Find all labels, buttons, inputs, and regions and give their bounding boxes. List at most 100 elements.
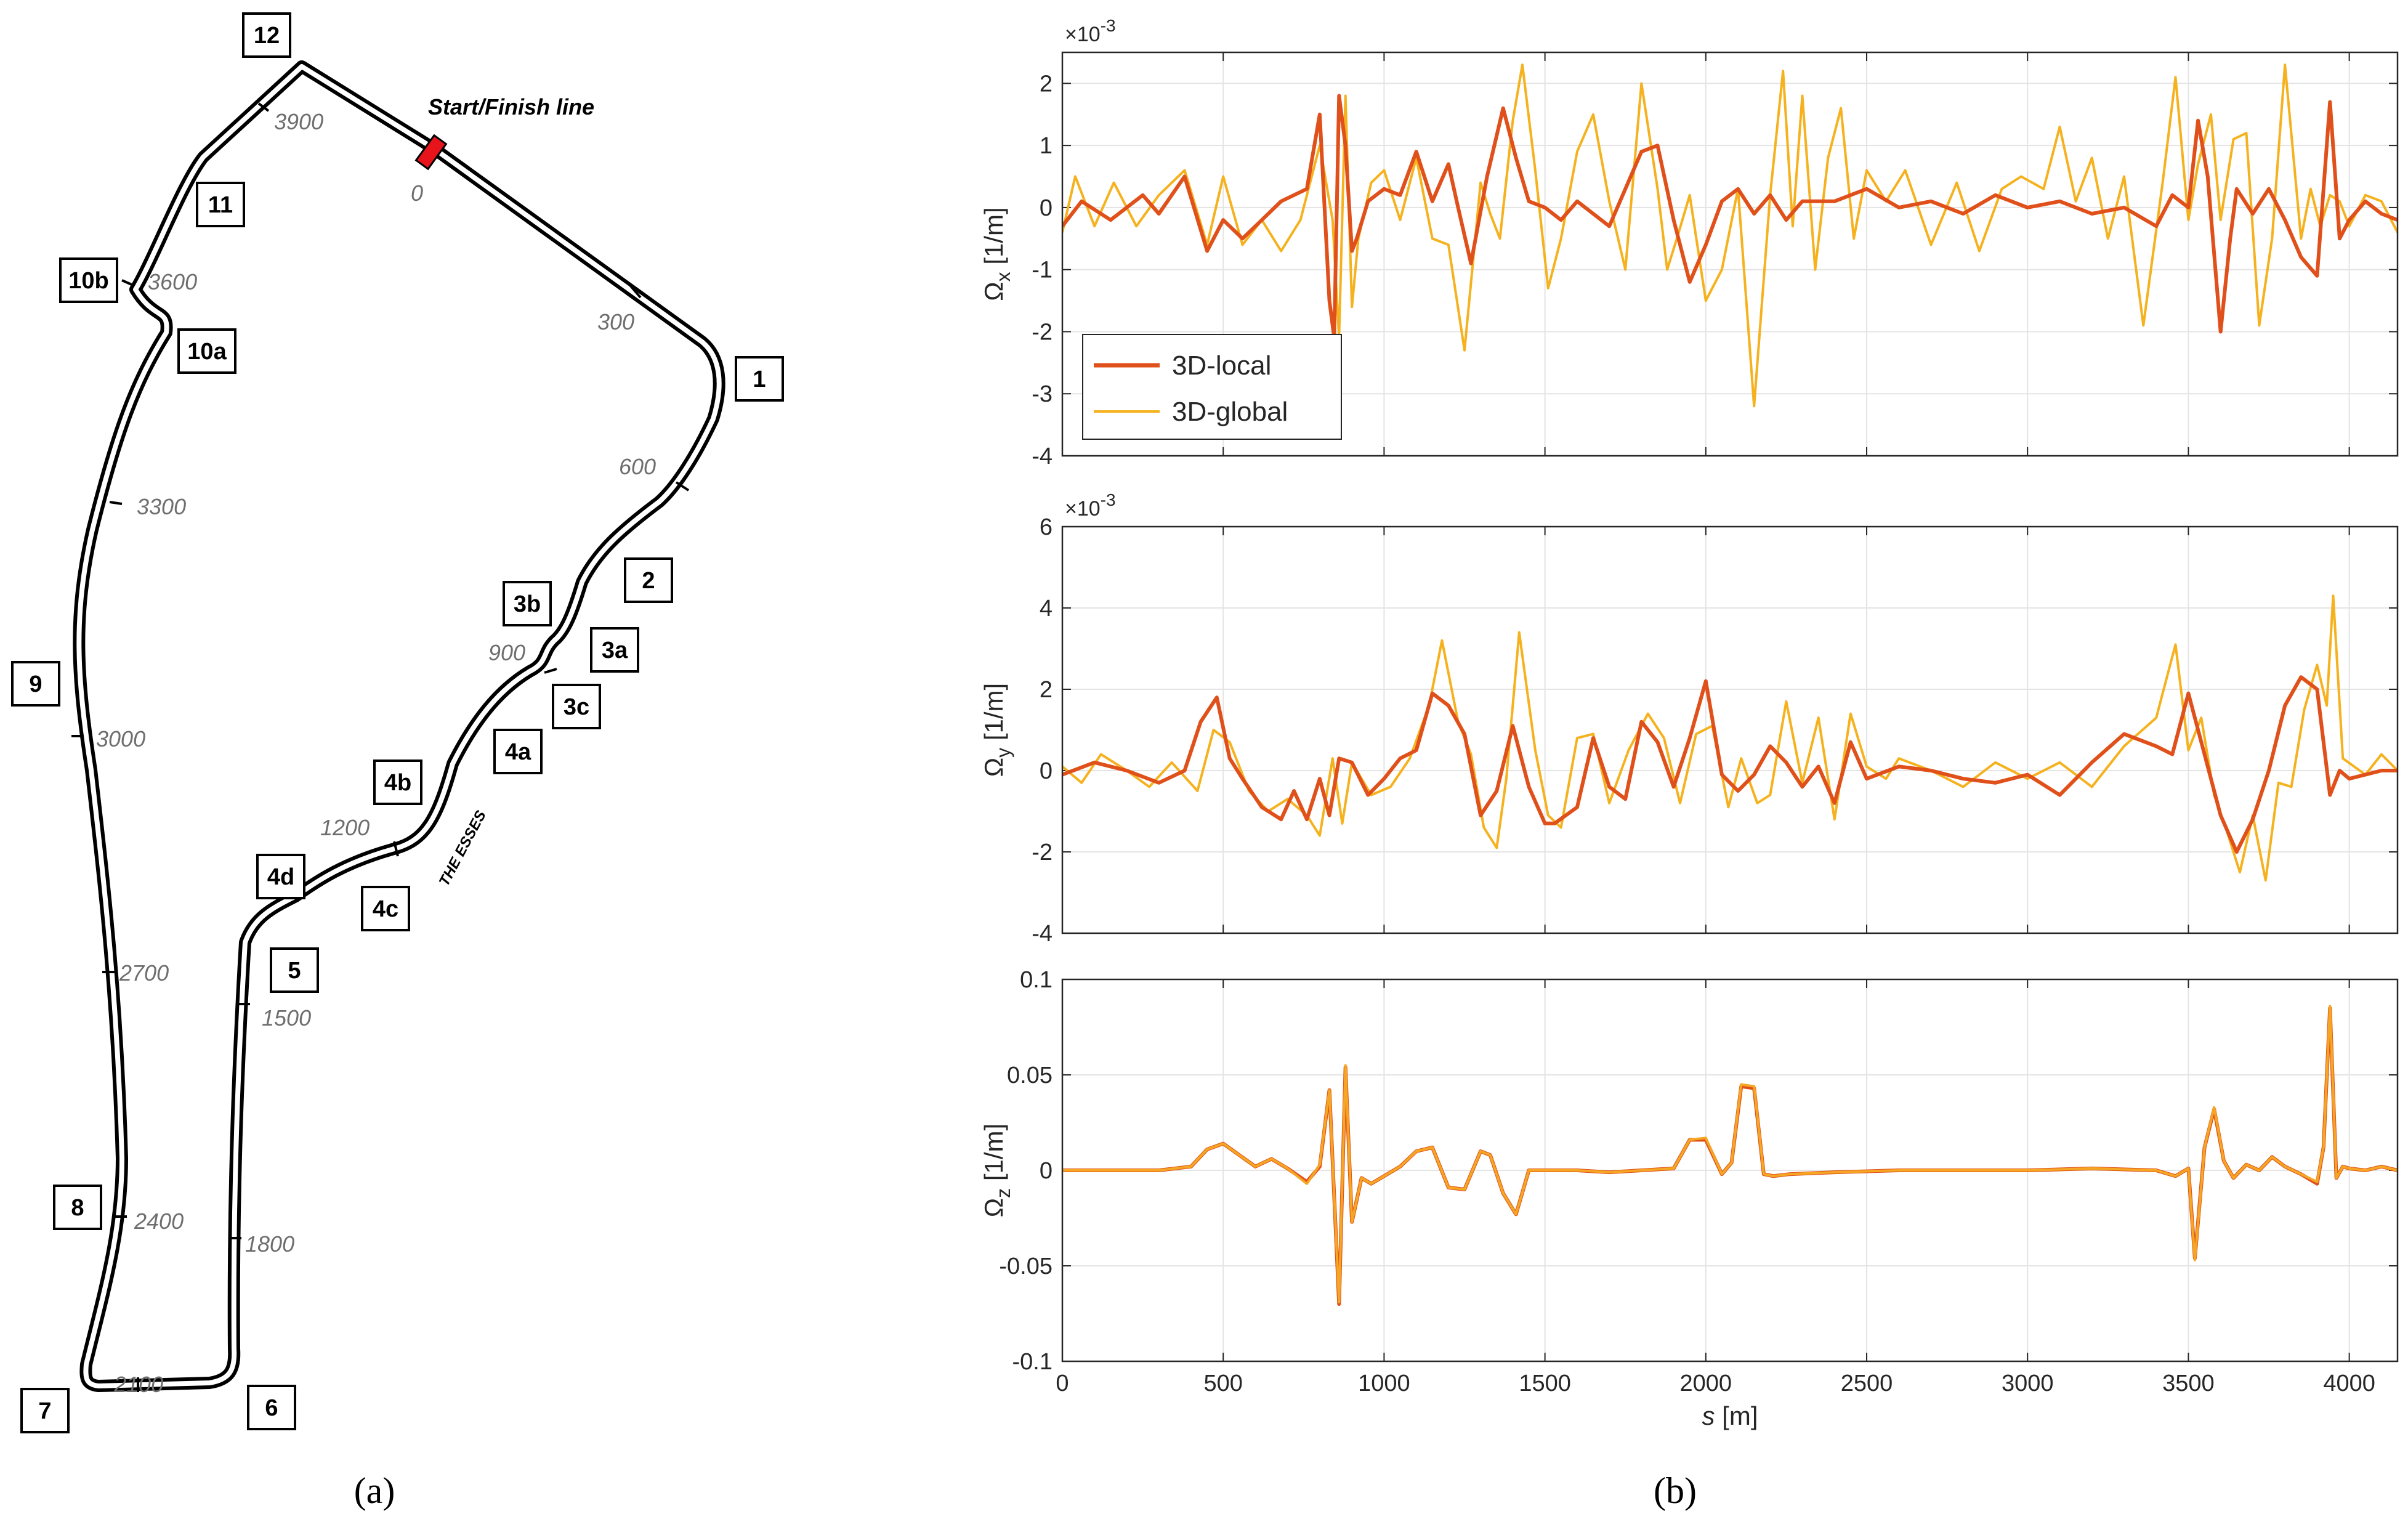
x-tick-label: 3000 (2002, 1371, 2054, 1396)
chart-panel-1: -4 -3 -2 -1 0 1 2 Ωx [1/m] ×10-3 3D-local 3D-globa… (979, 16, 2399, 469)
svg-text:8: 8 (71, 1195, 84, 1221)
distance-ticks (71, 102, 690, 1392)
y-tick-label: 1 (1040, 133, 1052, 159)
svg-text:3a: 3a (602, 638, 628, 663)
y-tick-label: 4 (1040, 596, 1052, 622)
dist-label: 900 (488, 640, 525, 665)
y-tick-label: 0 (1040, 195, 1052, 221)
legend-box (1082, 334, 1342, 440)
tick-300 (628, 283, 642, 299)
turn-box-5: 5 (270, 947, 319, 993)
legend: 3D-local 3D-global (1082, 334, 1342, 440)
y-tick-label: 0 (1040, 758, 1052, 784)
svg-text:11: 11 (208, 192, 233, 218)
curvature-charts: -4 -3 -2 -1 0 1 2 Ωx [1/m] ×10-3 3D-local 3D-globa… (979, 16, 2399, 1430)
svg-text:12: 12 (254, 23, 280, 49)
svg-text:10b: 10b (68, 268, 108, 294)
turn-box-11: 11 (196, 182, 245, 227)
svg-text:7: 7 (38, 1398, 51, 1424)
x-axis-label: s [m] (1702, 1401, 1758, 1430)
x-tick-label: 3500 (2162, 1371, 2215, 1396)
dist-label: 3300 (137, 494, 186, 519)
tick-600 (675, 481, 690, 492)
x-tick-label: 1000 (1358, 1371, 1410, 1396)
turn-box-1: 1 (735, 356, 784, 402)
turn-box-10a: 10a (177, 328, 236, 374)
esses-label: THE ESSES (436, 808, 490, 889)
dist-label: 300 (597, 309, 634, 334)
y-axis-label: Ωz [1/m] (979, 1124, 1014, 1217)
tick-3300 (109, 501, 123, 505)
y-tick-label: -2 (1032, 840, 1052, 865)
y-tick-label: -1 (1032, 257, 1052, 283)
turn-box-6: 6 (247, 1385, 296, 1430)
svg-text:3b: 3b (514, 591, 541, 617)
start-finish-label: Start/Finish line (428, 94, 594, 119)
svg-text:10a: 10a (187, 339, 227, 365)
svg-text:4c: 4c (373, 896, 398, 922)
y-tick-label: 0.05 (1007, 1063, 1052, 1088)
chart-panel-3: -0.1 -0.05 0 0.05 0.1 Ωz [1/m] 0 500 1000 1500 200… (979, 967, 2399, 1430)
turn-box-3a: 3a (590, 627, 639, 673)
svg-text:6: 6 (265, 1395, 278, 1421)
turn-box-12: 12 (242, 12, 291, 58)
tick-3600 (121, 279, 134, 286)
track-center-stripe (76, 64, 722, 1388)
turn-box-3b: 3b (503, 581, 552, 626)
turn-box-4c: 4c (361, 886, 410, 931)
x-tick-label: 2000 (1680, 1371, 1732, 1396)
x-tick-label: 1500 (1519, 1371, 1571, 1396)
dist-label: 3600 (148, 269, 197, 294)
distance-labels: 0 300 600 900 1200 1500 1800 2100 2400 2… (96, 109, 656, 1397)
turn-box-4d: 4d (256, 854, 305, 899)
dist-label: 3000 (96, 726, 145, 751)
y-tick-label: 2 (1040, 677, 1052, 703)
dist-label: 1500 (262, 1005, 311, 1031)
turn-box-8: 8 (53, 1185, 102, 1230)
x-tick-label: 0 (1056, 1371, 1069, 1396)
y-tick-label: -4 (1032, 444, 1052, 469)
chart-panel-2: -4 -2 0 2 4 6 Ωy [1/m] ×10-3 (979, 490, 2399, 947)
track-map: Start/Finish line THE ESSES 0 300 600 90… (11, 12, 784, 1433)
y-tick-label: 6 (1040, 514, 1052, 540)
tick-1200 (393, 841, 399, 857)
y-axis-label: Ωx [1/m] (979, 207, 1014, 301)
turn-box-2: 2 (624, 557, 673, 603)
exponent-label: ×10-3 (1065, 16, 1116, 46)
axes-frame (1061, 978, 2399, 1363)
y-tick-label: -4 (1032, 921, 1052, 947)
svg-text:1: 1 (753, 367, 766, 392)
turn-box-3c: 3c (552, 684, 601, 729)
panel-label-a: (a) (354, 1470, 395, 1511)
turn-box-4b: 4b (373, 760, 422, 805)
dist-label: 2100 (113, 1372, 163, 1397)
dist-label: 2700 (119, 960, 169, 986)
plot-area (1062, 527, 2398, 933)
x-tick-label: 500 (1204, 1371, 1243, 1396)
legend-label: 3D-global (1172, 397, 1288, 427)
svg-text:4a: 4a (505, 739, 531, 765)
svg-text:4b: 4b (384, 770, 411, 796)
dist-label: 1800 (245, 1231, 294, 1257)
turn-box-10b: 10b (59, 257, 118, 303)
y-tick-label: 2 (1040, 71, 1052, 97)
x-tick-label: 2500 (1841, 1371, 1893, 1396)
legend-label: 3D-local (1172, 350, 1271, 381)
series-line-3d-local (1062, 675, 2398, 854)
turn-box-9: 9 (11, 661, 60, 707)
svg-text:4d: 4d (267, 864, 294, 890)
turn-boxes: 1 2 3a 3b 3c 4a 4b 4c 4d 5 6 7 8 9 10a 1… (11, 12, 784, 1433)
y-tick-label: -0.1 (1012, 1349, 1052, 1375)
axes-frame (1061, 51, 2399, 457)
panel-label-b: (b) (1654, 1470, 1697, 1511)
track-outline (73, 60, 725, 1392)
turn-box-7: 7 (20, 1388, 70, 1433)
y-axis-label: Ωy [1/m] (979, 683, 1014, 777)
dist-label: 2400 (134, 1209, 184, 1234)
y-tick-label: -3 (1032, 381, 1052, 407)
axes-frame (1061, 525, 2399, 934)
turn-box-4a: 4a (493, 729, 543, 774)
series-line-3d-local (1062, 94, 2398, 340)
svg-text:9: 9 (29, 671, 42, 697)
dist-label: 0 (411, 180, 423, 206)
